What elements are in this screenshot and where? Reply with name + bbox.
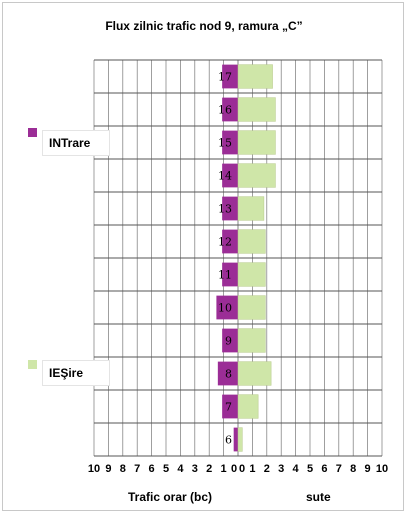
- bar-iesire: [237, 361, 272, 386]
- bar-intrare: [217, 361, 238, 386]
- category-label: 12: [218, 236, 232, 249]
- category-label: 15: [218, 137, 232, 150]
- legend-intrare-swatch: [28, 128, 37, 137]
- category-label: 7: [225, 401, 232, 414]
- bar-iesire: [237, 130, 276, 155]
- bar-iesire: [237, 262, 266, 287]
- x-tick-label: 1: [221, 463, 227, 475]
- category-label: 16: [218, 104, 232, 117]
- x-tick-label: 9: [105, 463, 111, 475]
- x-tick-label: 5: [163, 463, 169, 475]
- bar-iesire: [237, 64, 273, 89]
- x-tick-label: 3: [192, 463, 198, 475]
- bar-iesire: [237, 427, 243, 452]
- x-tick-label: 5: [307, 463, 313, 475]
- bar-intrare: [222, 130, 238, 155]
- category-label: 8: [225, 368, 232, 381]
- bar-intrare: [222, 262, 238, 287]
- legend-iesire-swatch: [28, 360, 37, 369]
- bar-iesire: [237, 394, 259, 419]
- bar-intrare: [222, 64, 238, 89]
- legend-intrare: INTrare: [42, 130, 110, 156]
- x-tick-label: 8: [120, 463, 126, 475]
- bar-intrare: [222, 163, 238, 188]
- category-label: 11: [218, 269, 232, 282]
- bar-iesire: [237, 196, 265, 221]
- category-label: 17: [218, 71, 232, 84]
- x-tick-label: 8: [350, 463, 356, 475]
- chart-frame: [2, 2, 404, 511]
- category-label: 9: [225, 335, 232, 348]
- x-tick-label: 3: [278, 463, 284, 475]
- legend-iesire: IEŞire: [42, 360, 110, 386]
- bar-intrare: [233, 427, 238, 452]
- x-tick-label: 0: [231, 463, 237, 475]
- x-tick-label: 10: [376, 463, 388, 475]
- x-tick-label: 6: [321, 463, 327, 475]
- x-tick-label: 2: [264, 463, 270, 475]
- x-axis-unit: sute: [306, 490, 331, 504]
- category-label: 10: [218, 302, 232, 315]
- x-tick-label: 7: [336, 463, 342, 475]
- x-tick-label: 4: [293, 463, 300, 475]
- x-tick-label: 6: [149, 463, 155, 475]
- bar-intrare: [216, 295, 238, 320]
- x-tick-label: 0: [239, 463, 245, 475]
- x-axis-label: Trafic orar (bc): [128, 490, 213, 504]
- x-tick-label: 4: [177, 463, 184, 475]
- bar-iesire: [237, 295, 266, 320]
- legend-intrare-label: INTrare: [49, 136, 91, 150]
- bar-iesire: [237, 97, 276, 122]
- category-label: 14: [218, 170, 232, 183]
- bar-iesire: [237, 229, 266, 254]
- x-tick-label: 9: [365, 463, 371, 475]
- category-label: 6: [225, 434, 232, 447]
- bar-intrare: [222, 229, 238, 254]
- x-tick-label: 1: [249, 463, 255, 475]
- x-tick-label: 7: [134, 463, 140, 475]
- x-tick-label: 10: [88, 463, 100, 475]
- bar-intrare: [222, 328, 238, 353]
- bar-iesire: [237, 163, 276, 188]
- bar-intrare: [222, 196, 238, 221]
- legend-iesire-label: IEŞire: [49, 366, 84, 380]
- chart-title: Flux zilnic trafic nod 9, ramura „C”: [105, 19, 303, 33]
- bar-intrare: [222, 97, 238, 122]
- category-label: 13: [218, 203, 232, 216]
- x-tick-label: 2: [206, 463, 212, 475]
- bar-iesire: [237, 328, 266, 353]
- bar-intrare: [222, 394, 238, 419]
